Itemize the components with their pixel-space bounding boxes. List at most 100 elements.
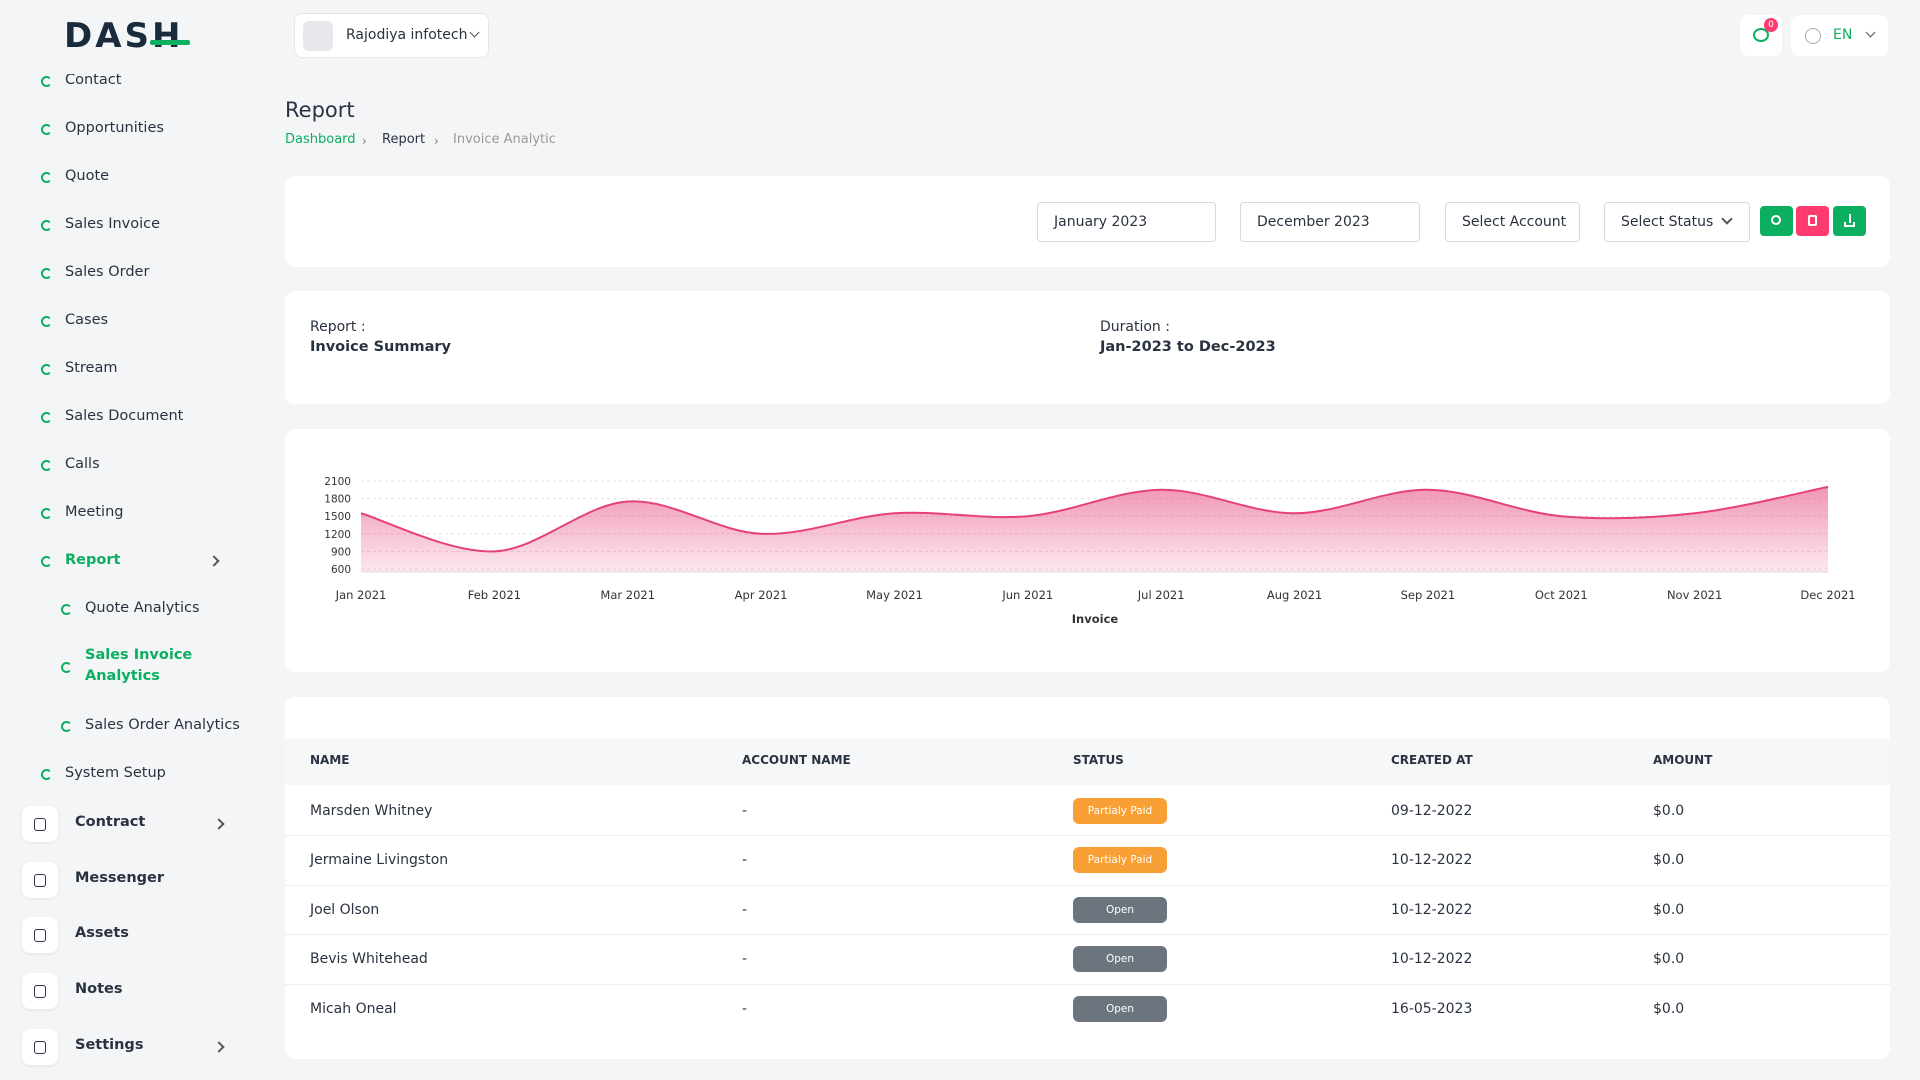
y-tick-label: 2100 [324,476,351,488]
company-switcher[interactable]: Rajodiya infotech [294,13,489,58]
module-item[interactable]: Contract [22,804,232,844]
nav-item[interactable]: Stream [40,360,118,376]
cell: $0.0 [1653,951,1685,967]
search-button[interactable] [1760,206,1793,236]
status-badge: Partialy Paid [1073,798,1167,824]
report-label: Report : [310,319,366,335]
messages-button[interactable]: 0 [1740,15,1782,56]
nav-item[interactable]: Sales Invoice [40,216,161,232]
y-tick-label: 600 [331,564,351,576]
notification-count: 0 [1764,18,1778,32]
chart-card: 600 900 1200 1500 1800 2100 Jan 2021 Feb 2021 Ma… [285,429,1890,672]
y-tick-label: 1200 [324,529,351,541]
status-badge: Open [1073,946,1167,972]
nav-item[interactable]: Sales Order [40,264,150,280]
breadcrumb-current: Invoice Analytic [453,132,556,147]
status-badge: Partialy Paid [1073,847,1167,873]
x-tick-label: Oct 2021 [1535,588,1588,602]
breadcrumb-sep: › [362,134,367,148]
language: EN [1833,27,1853,43]
submenu-item-active[interactable]: Sales Invoice Analytics [61,645,205,687]
y-tick-label: 900 [331,546,351,558]
cell: $0.0 [1653,1001,1685,1017]
cell: - [742,1001,748,1017]
table-header [285,738,1890,785]
row-divider [285,835,1890,836]
x-tick-label: Dec 2021 [1800,588,1855,602]
x-tick-label: Jun 2021 [1001,588,1053,602]
breadcrumb-link[interactable]: Dashboard [285,132,356,147]
column-header[interactable]: CREATED AT [1391,753,1473,767]
module-item[interactable]: Settings [22,1027,232,1067]
module-item[interactable]: Assets [22,915,232,955]
x-tick-label: Nov 2021 [1667,588,1722,602]
status-select[interactable]: Select Status [1604,202,1750,242]
cell: Jermaine Livingston [310,852,449,868]
cell: 16-05-2023 [1391,1001,1473,1017]
area [361,486,1828,572]
account-select[interactable]: Select Account [1445,202,1580,242]
column-header[interactable]: STATUS [1073,753,1124,767]
end-date[interactable]: December 2023 [1240,202,1420,242]
module-item[interactable]: Notes [22,971,232,1011]
nav-item[interactable]: Opportunities [41,120,164,136]
cell: 10-12-2022 [1391,902,1473,918]
cell: $0.0 [1653,852,1685,868]
nav-item[interactable]: Calls [41,456,100,472]
x-tick-label: Sep 2021 [1401,588,1456,602]
cell: $0.0 [1653,902,1685,918]
summary-card [285,291,1890,404]
nav-item[interactable]: Cases [40,312,109,328]
breadcrumb-sep: › [434,134,439,148]
cell: 09-12-2022 [1391,803,1473,819]
cell: Micah Oneal [310,1001,397,1017]
end-date-value: December 2023 [1257,214,1370,230]
chevron [208,555,220,567]
x-tick-label: Mar 2021 [600,588,655,602]
nav-item[interactable]: Sales Document [40,408,184,424]
start-date[interactable]: January 2023 [1037,202,1216,242]
start-date-value: January 2023 [1054,214,1148,230]
status-select-value: Select Status [1621,214,1714,230]
nav-item[interactable]: System Setup [41,765,166,781]
y-tick-label: 1500 [324,511,351,523]
page-title: Report [285,98,355,122]
x-axis-label: Invoice [1072,612,1119,626]
nav-item[interactable]: Quote [40,168,110,184]
submenu-item[interactable]: Sales Order Analytics [61,717,240,733]
sidebar: DASH Contact Opportunities Quote Sales I… [0,0,255,1080]
x-tick-label: Aug 2021 [1267,588,1322,602]
status-badge: Open [1073,996,1167,1022]
company-name: Rajodiya infotech [346,27,468,43]
row-divider [285,885,1890,886]
account-select-value: Select Account [1462,214,1567,230]
nav-item[interactable]: Meeting [40,504,124,520]
line [360,485,1829,553]
language-button[interactable]: EN [1791,15,1888,56]
logo-text: DASH [64,16,184,56]
column-header[interactable]: NAME [310,753,350,767]
module-label: Assets [75,925,129,941]
nav-item-active[interactable]: Report [40,552,121,568]
cell: Joel Olson [310,902,380,918]
module-item[interactable]: Messenger [22,860,232,900]
submenu-item[interactable]: Quote Analytics [61,600,200,616]
breadcrumb-link[interactable]: Report [382,132,426,147]
nav-item[interactable]: Contact [40,72,122,88]
duration-label: Duration : [1100,319,1170,335]
row-divider [285,984,1890,985]
cell: - [742,951,748,967]
cell: - [742,852,748,868]
row-divider [285,934,1890,935]
x-tick-label: Feb 2021 [468,588,521,602]
logo[interactable]: DASH [0,0,255,74]
reset-button[interactable] [1796,206,1829,236]
column-header[interactable]: AMOUNT [1653,753,1713,767]
cell: 10-12-2022 [1391,951,1473,967]
duration-value: Jan-2023 to Dec-2023 [1100,339,1276,355]
column-header[interactable]: ACCOUNT NAME [742,753,851,767]
download-button[interactable] [1833,206,1866,236]
module-label: Notes [75,981,123,997]
status-badge: Open [1073,897,1167,923]
